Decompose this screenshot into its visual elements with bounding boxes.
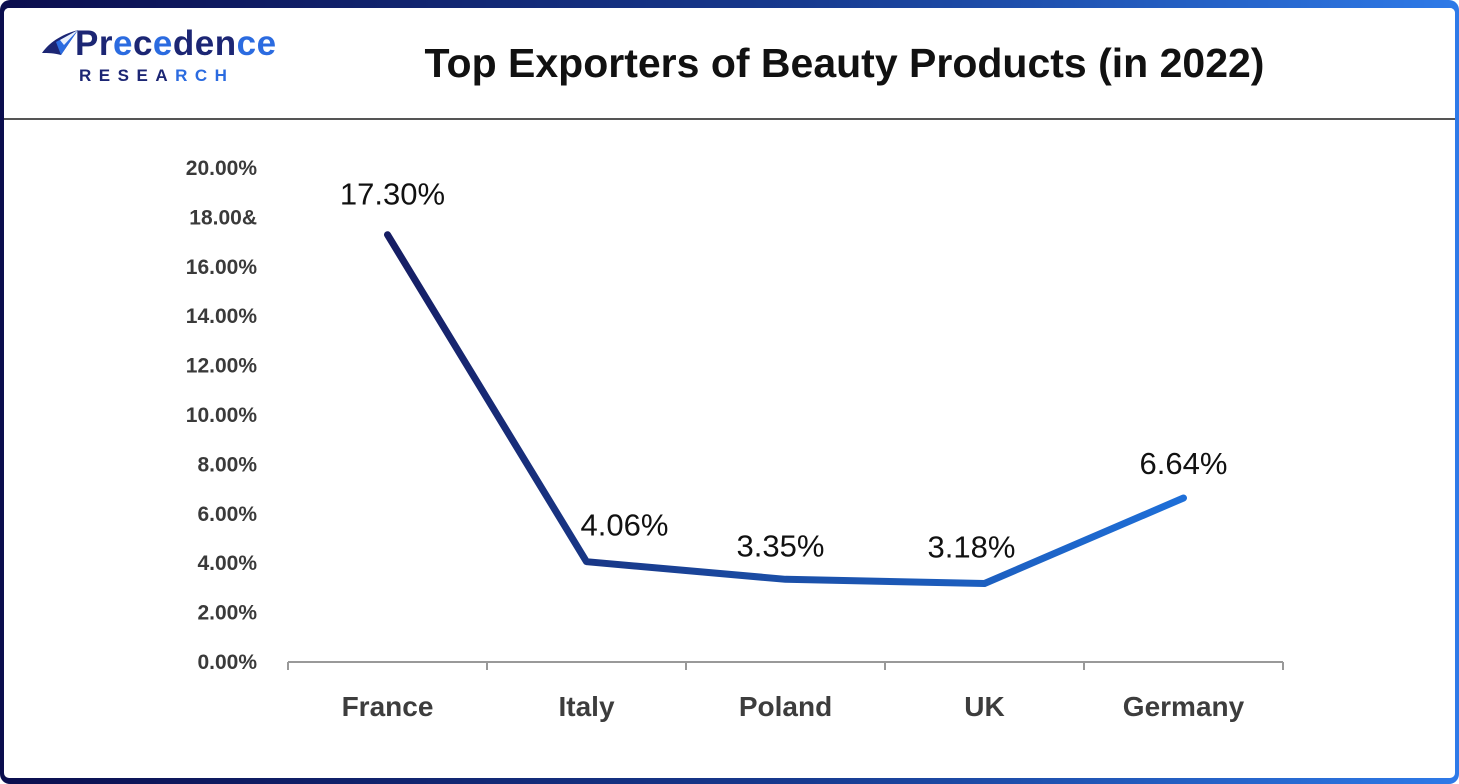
header: Precedence RESEARCH Top Exporters of Bea… [4,8,1455,120]
y-tick-label: 2.00% [197,602,257,625]
data-label: 3.35% [737,528,825,563]
category-label: Italy [558,691,614,722]
category-label: France [342,691,434,722]
data-label: 4.06% [581,508,669,543]
data-label: 17.30% [340,177,445,212]
y-tick-label: 0.00% [197,651,257,674]
series-line [384,231,1187,587]
category-label: Germany [1123,691,1245,722]
infographic-canvas: 0.00% 2.00% 4.00% 6.00% 8.00% 10.00% 12.00% 14.… [4,8,1455,778]
category-label: UK [964,691,1004,722]
y-tick-label: 10.00% [186,404,258,427]
data-label: 3.18% [928,529,1016,564]
page-title: Top Exporters of Beauty Products (in 202… [424,39,1265,86]
y-axis-labels: 0.00% 2.00% 4.00% 6.00% 8.00% 10.00% 12.00% 14.… [186,157,258,674]
logo-subtext: RESEARCH [79,66,235,85]
y-tick-label: 18.00& [189,206,257,229]
y-tick-label: 4.00% [197,552,257,575]
y-tick-label: 16.00% [186,256,258,279]
line-chart: 0.00% 2.00% 4.00% 6.00% 8.00% 10.00% 12.00% 14.… [186,157,1284,722]
paper-plane-icon [42,30,78,55]
data-labels: 17.30% 4.06% 3.35% 3.18% 6.64% [340,177,1228,565]
y-tick-label: 8.00% [197,453,257,476]
logo-wordmark: Precedence [75,24,277,63]
y-tick-label: 20.00% [186,157,258,180]
y-tick-label: 12.00% [186,355,258,378]
series-group [384,231,1187,587]
x-axis-labels: France Italy Poland UK Germany [342,691,1245,722]
y-tick-label: 14.00% [186,305,258,328]
data-label: 6.64% [1140,446,1228,481]
y-tick-label: 6.00% [197,503,257,526]
logo: Precedence RESEARCH [40,26,277,84]
category-label: Poland [739,691,832,722]
logo-text: Precedence RESEARCH [75,26,277,84]
x-axis [287,661,1284,670]
